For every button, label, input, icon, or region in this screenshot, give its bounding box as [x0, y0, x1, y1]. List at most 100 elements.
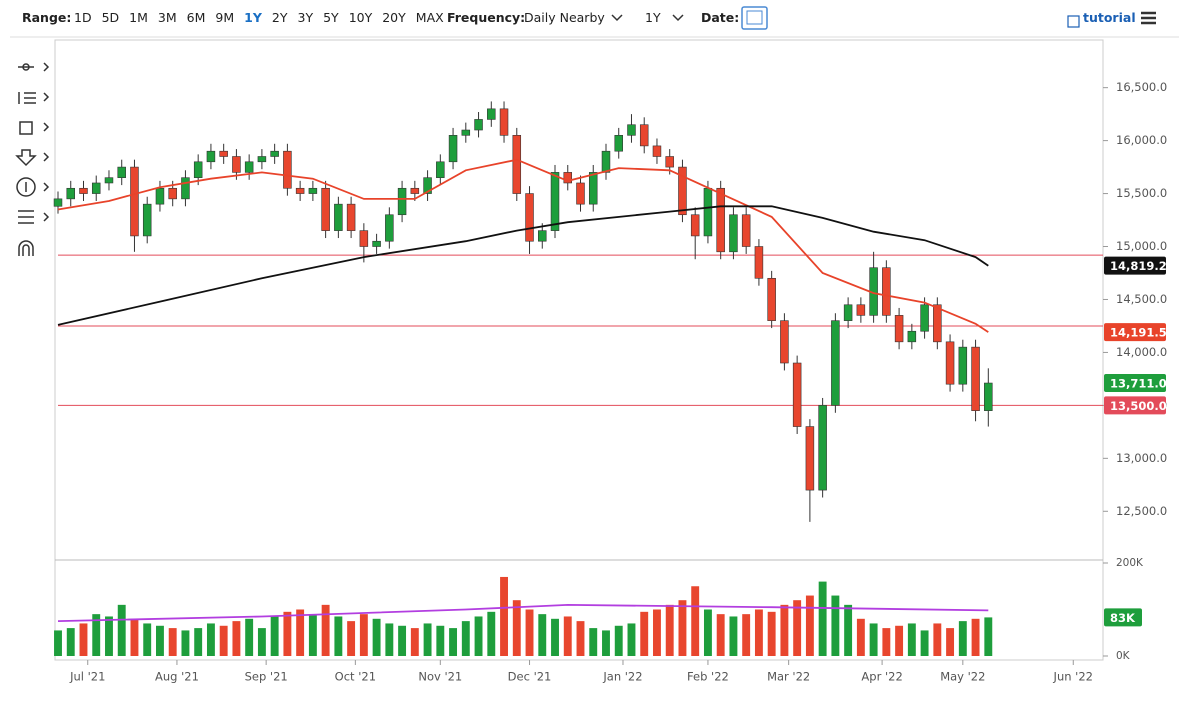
candle-body	[538, 230, 547, 242]
volume-bar	[219, 625, 228, 656]
volume-bar	[105, 616, 113, 656]
range-option[interactable]: 1M	[129, 10, 148, 25]
volume-bar	[436, 625, 445, 656]
value-tag	[1104, 374, 1166, 393]
volume-bar	[92, 614, 101, 656]
candle-body	[945, 341, 955, 385]
volume-bar	[206, 623, 215, 656]
volume-bar	[194, 628, 203, 656]
magnet-tool[interactable]	[18, 240, 34, 256]
volume-bar	[143, 623, 152, 656]
volume-bar	[614, 625, 623, 656]
candle-body	[907, 330, 917, 343]
arrow-tool[interactable]	[15, 149, 50, 167]
range-option[interactable]: 2Y	[271, 10, 288, 25]
candle-body	[690, 214, 700, 237]
volume-bar	[321, 604, 330, 656]
candle-body	[818, 405, 827, 491]
range-option[interactable]: 9M	[215, 10, 235, 25]
volume-bar	[359, 614, 368, 656]
calendar-icon	[746, 10, 763, 25]
range-option[interactable]: 6M	[186, 10, 206, 25]
candle-body	[283, 150, 292, 189]
candle-body	[193, 161, 203, 178]
candle-body	[856, 304, 866, 316]
candle-body	[232, 156, 241, 173]
volume-bar	[729, 616, 738, 656]
y-tick-label: 200K	[1116, 557, 1144, 569]
candle-body	[219, 150, 228, 157]
candle-body	[792, 362, 802, 427]
candle-body	[754, 246, 764, 279]
volume-bar	[79, 623, 88, 656]
candle-body	[79, 187, 88, 194]
x-tick-label: Dec '21	[508, 670, 552, 684]
draw-line-tool[interactable]	[18, 62, 50, 72]
candle-body	[91, 182, 101, 194]
candle-body	[168, 187, 177, 200]
volume-bar	[54, 630, 62, 656]
volume-bar	[449, 628, 458, 656]
range-option[interactable]: 10Y	[348, 10, 373, 25]
candle-body	[359, 230, 369, 247]
x-tick-label: May '22	[940, 670, 985, 684]
candle-body	[639, 124, 649, 147]
candle-body	[66, 187, 75, 200]
x-tick-label: Jan '22	[602, 670, 642, 684]
fib-tool[interactable]	[18, 92, 50, 104]
x-tick-label: Feb '22	[687, 670, 729, 684]
range-option[interactable]: 1D	[74, 10, 92, 25]
volume-bar	[398, 625, 407, 656]
period-select[interactable]: 1Y	[645, 10, 661, 25]
volume-bar	[640, 611, 649, 656]
chevron[interactable]	[611, 14, 684, 22]
candle-body	[181, 177, 190, 200]
volume-bar	[856, 618, 865, 656]
measure-tool[interactable]	[18, 210, 50, 224]
date-label: Date:	[701, 10, 740, 25]
y-tick-label: 12,500.0	[1116, 504, 1167, 518]
y-tick-label: 15,500.0	[1116, 186, 1167, 200]
shape-tool[interactable]	[19, 121, 50, 135]
candle-body	[601, 150, 611, 173]
volume-average	[57, 603, 989, 622]
volume-bar	[66, 628, 75, 656]
toolbar: Range: 1D 5D 1M 3M 6M 9M 1Y 2Y 3Y 5Y 10Y 20Y MAX Fre…	[0, 0, 1179, 36]
frequency-select[interactable]: Daily Nearby	[524, 10, 605, 25]
x-tick-label: Jun '22	[1053, 670, 1093, 684]
volume-bar	[538, 614, 547, 656]
candle-body	[372, 240, 381, 247]
annotation-tool[interactable]	[16, 177, 50, 197]
candle-body	[257, 156, 267, 163]
candle-body	[487, 108, 496, 120]
candle-body	[104, 177, 114, 184]
candle-body	[244, 161, 254, 173]
volume-bar	[410, 628, 419, 656]
volume-bar	[805, 595, 814, 656]
candle-body	[576, 182, 585, 205]
volume-bar	[653, 609, 661, 656]
volume-bar	[742, 614, 751, 656]
range-option[interactable]: 1Y	[244, 10, 262, 25]
volume-bar	[245, 618, 254, 656]
volume-bar	[691, 586, 700, 656]
range-option[interactable]: MAX	[415, 10, 444, 25]
volume-bar	[232, 621, 241, 656]
menu-button[interactable]	[1141, 11, 1156, 25]
range-option[interactable]: 3M	[157, 10, 177, 25]
volume-bar	[946, 628, 955, 656]
value-tag	[1104, 396, 1166, 415]
range-option[interactable]: 20Y	[382, 10, 406, 25]
range-option[interactable]: 5D	[101, 10, 120, 25]
calendar-button[interactable]	[741, 6, 768, 30]
candle-body	[334, 203, 343, 231]
tutorial-link[interactable]: tutorial	[1083, 10, 1136, 25]
value-tag-label: 83K	[1110, 611, 1136, 625]
volume-bar	[920, 630, 929, 656]
volume-bar	[334, 616, 343, 656]
range-option[interactable]: 5Y	[323, 10, 339, 25]
volume-bar	[703, 609, 712, 656]
volume-bar	[869, 623, 878, 656]
range-option[interactable]: 3Y	[297, 10, 314, 25]
